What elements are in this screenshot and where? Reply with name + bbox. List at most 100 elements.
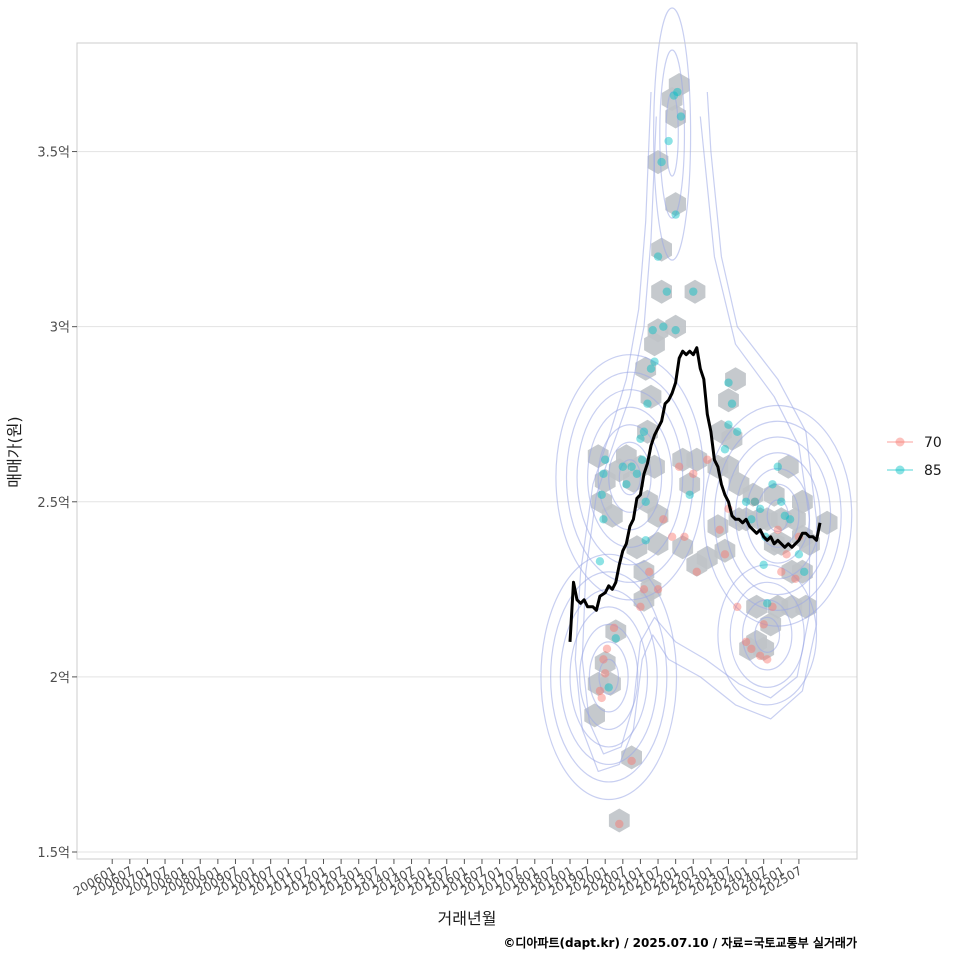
scatter-point-70 bbox=[601, 669, 610, 678]
y-tick-label: 1.5억 bbox=[37, 846, 70, 861]
density-envelope bbox=[581, 116, 811, 755]
hexbin-cell bbox=[721, 426, 743, 451]
scatter-point-85 bbox=[727, 399, 737, 408]
hexbin-cell bbox=[665, 104, 686, 129]
scatter-point-85 bbox=[799, 567, 809, 577]
scatter-point-85 bbox=[599, 515, 608, 524]
density-contour bbox=[713, 420, 842, 611]
scatter-point-85 bbox=[641, 536, 650, 545]
scatter-point-70 bbox=[639, 585, 649, 594]
hexbin-cell bbox=[684, 279, 706, 304]
density-contour bbox=[734, 452, 821, 580]
density-contour bbox=[579, 623, 639, 731]
density-contour bbox=[559, 588, 658, 766]
scatter-point-70 bbox=[602, 644, 612, 654]
scatter-point-85 bbox=[627, 462, 636, 471]
density-contour bbox=[754, 616, 781, 653]
scatter-point-85 bbox=[637, 455, 647, 464]
hexbin-cell bbox=[665, 192, 686, 217]
legend-label: 85 bbox=[924, 463, 942, 479]
scatter-point-70 bbox=[674, 462, 684, 471]
scatter-point-85 bbox=[659, 322, 668, 331]
scatter-point-70 bbox=[759, 620, 768, 629]
scatter-point-85 bbox=[763, 599, 772, 608]
scatter-point-85 bbox=[669, 91, 679, 100]
scatter-point-85 bbox=[741, 497, 751, 506]
hexbin-cell bbox=[696, 545, 718, 570]
hexbin-cell bbox=[760, 612, 782, 637]
scatter-point-85 bbox=[671, 325, 680, 335]
scatter-points-layer bbox=[595, 87, 809, 829]
scatter-point-70 bbox=[680, 532, 689, 542]
scatter-point-85 bbox=[650, 357, 659, 366]
density-contour bbox=[766, 499, 789, 533]
density-contour bbox=[665, 91, 679, 177]
scatter-point-70 bbox=[777, 567, 786, 577]
legend-key-point bbox=[895, 465, 905, 475]
density-contour bbox=[741, 599, 793, 671]
density-contour-layer bbox=[540, 7, 853, 801]
density-contour bbox=[756, 483, 800, 548]
scatter-point-85 bbox=[755, 504, 765, 513]
density-contour bbox=[565, 371, 694, 583]
scatter-point-70 bbox=[768, 602, 777, 612]
legend-label: 70 bbox=[924, 435, 942, 451]
hexbin-cell bbox=[707, 514, 729, 539]
scatter-point-85 bbox=[794, 550, 804, 559]
density-contour bbox=[540, 553, 678, 801]
scatter-point-70 bbox=[755, 651, 765, 661]
scatter-point-70 bbox=[609, 623, 619, 633]
scatter-point-85 bbox=[604, 683, 613, 692]
hexbin-cell bbox=[635, 356, 657, 381]
density-contour bbox=[598, 658, 620, 695]
scatter-point-85 bbox=[773, 462, 782, 471]
hexbin-cell bbox=[725, 367, 746, 392]
scatter-point-70 bbox=[733, 602, 742, 612]
density-envelope bbox=[574, 91, 818, 772]
hexbin-cell bbox=[714, 538, 736, 563]
scatter-point-85 bbox=[747, 515, 756, 524]
density-contour bbox=[587, 406, 673, 548]
scatter-point-85 bbox=[720, 445, 730, 454]
scatter-point-85 bbox=[611, 634, 620, 643]
scatter-point-85 bbox=[759, 560, 768, 570]
hexbin-cell bbox=[651, 279, 672, 304]
trend-line-layer bbox=[568, 346, 822, 642]
scatter-point-85 bbox=[724, 378, 733, 387]
scatter-point-70 bbox=[599, 655, 608, 664]
caption: ©디아파트(dapt.kr) / 2025.07.10 / 자료=국토교통부 실… bbox=[503, 935, 857, 950]
scatter-point-70 bbox=[715, 525, 724, 534]
scatter-point-85 bbox=[618, 462, 628, 471]
y-tick-label: 2억 bbox=[50, 671, 70, 686]
density-contour bbox=[653, 7, 692, 261]
scatter-point-70 bbox=[782, 550, 791, 559]
scatter-point-85 bbox=[601, 455, 610, 464]
scatter-point-70 bbox=[692, 567, 701, 577]
scatter-point-70 bbox=[653, 585, 663, 594]
density-contour bbox=[724, 436, 832, 596]
x-axis-title: 거래년월 bbox=[438, 909, 497, 928]
scatter-point-70 bbox=[595, 686, 605, 696]
scatter-point-85 bbox=[595, 557, 605, 566]
hexbin-cell bbox=[587, 444, 609, 469]
scatter-point-85 bbox=[657, 157, 666, 167]
scatter-point-70 bbox=[597, 693, 606, 703]
density-contour bbox=[550, 571, 668, 783]
scatter-point-85 bbox=[664, 136, 673, 146]
density-contour bbox=[729, 581, 805, 688]
scatter-point-70 bbox=[627, 756, 636, 766]
scatter-point-85 bbox=[785, 515, 795, 524]
scatter-point-85 bbox=[777, 497, 786, 506]
scatter-point-70 bbox=[615, 819, 624, 829]
hexbin-cell bbox=[647, 503, 669, 528]
hexbin-cell bbox=[816, 510, 838, 535]
scatter-point-85 bbox=[648, 325, 657, 335]
hexbin-cell bbox=[753, 636, 775, 661]
plot-panel-border bbox=[76, 42, 858, 860]
hexbin-cell bbox=[679, 472, 701, 497]
scatter-point-85 bbox=[724, 420, 733, 429]
y-tick-label: 3.5억 bbox=[37, 146, 70, 161]
hexbin-cell bbox=[621, 745, 642, 770]
density-contour bbox=[608, 441, 652, 513]
hexbin-cell bbox=[605, 619, 627, 644]
